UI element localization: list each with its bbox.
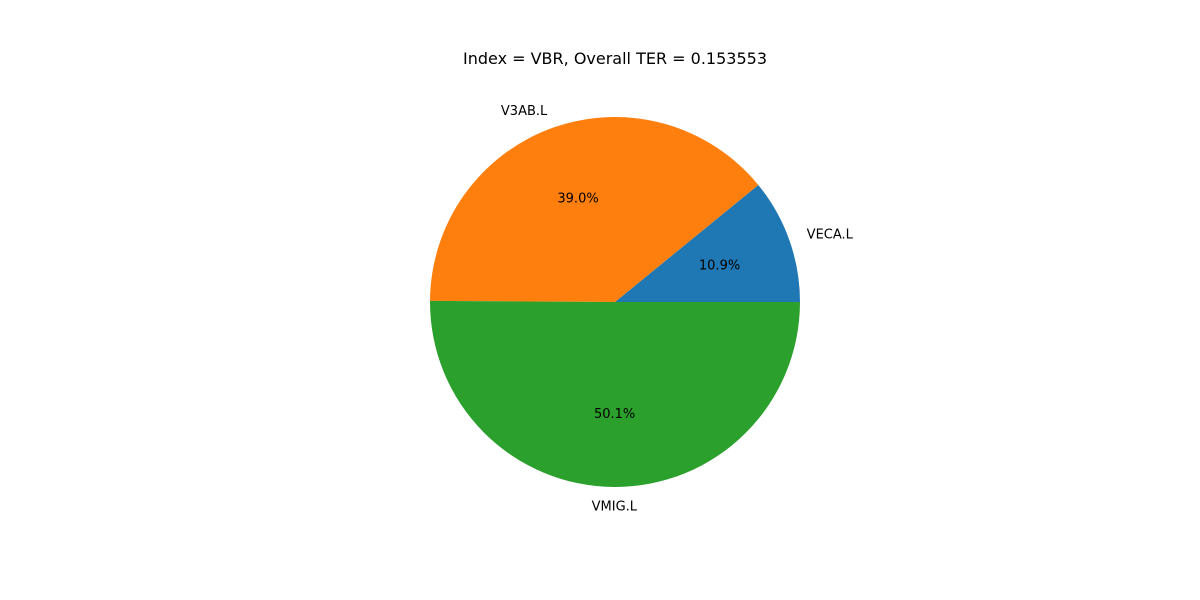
slice-label: VMIG.L [592,499,638,514]
chart-title: Index = VBR, Overall TER = 0.153553 [463,49,767,68]
pie-slice-veca-l [615,184,800,302]
pie-labels: VECA.L 10.9% V3AB.L 39.0% VMIG.L 50.1% [501,104,854,514]
pie-slice-vmig-l [430,300,800,487]
slice-label: VECA.L [807,228,854,243]
slice-percent-label: 10.9% [699,259,740,274]
slice-percent-label: 50.1% [594,407,635,422]
slice-label: V3AB.L [501,104,548,119]
slice-percent-label: 39.0% [557,191,598,206]
pie-slices [430,117,800,487]
pie-slice-v3ab-l [430,117,759,303]
